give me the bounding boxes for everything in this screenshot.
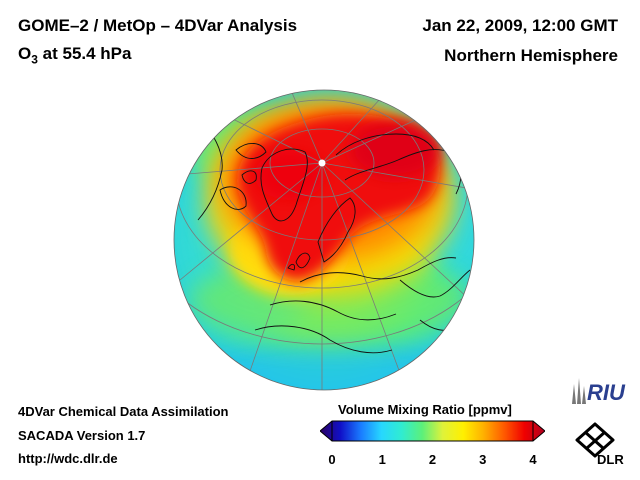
- colorbar-tick-4: 4: [529, 452, 537, 467]
- ozone-field: [174, 90, 474, 390]
- colorbar-tick-2: 2: [428, 452, 437, 467]
- riu-logo-text: RIU: [587, 380, 626, 405]
- map-subtitle: O3 at 55.4 hPa: [18, 44, 131, 66]
- dlr-logo-icon: DLR: [575, 422, 624, 466]
- pressure-level-label: at 55.4 hPa: [37, 44, 132, 63]
- species-subscript: 3: [31, 52, 38, 67]
- north-pole-marker: [318, 159, 326, 167]
- dlr-logo-text: DLR: [597, 452, 624, 466]
- map-title: GOME–2 / MetOp – 4DVar Analysis: [18, 16, 298, 35]
- riu-logo-icon: RIU: [572, 378, 626, 405]
- species-label: O: [18, 44, 32, 63]
- footer-line-2: SACADA Version 1.7: [18, 428, 146, 443]
- colorbar-tick-1: 1: [378, 452, 386, 467]
- colorbar-tick-0: 0: [328, 452, 336, 467]
- colorbar-tick-3: 3: [479, 452, 487, 467]
- colorbar: [320, 420, 545, 442]
- footer-line-1: 4DVar Chemical Data Assimilation: [18, 404, 229, 419]
- footer-url: http://wdc.dlr.de: [18, 451, 118, 466]
- hemisphere-label: Northern Hemisphere: [444, 46, 618, 65]
- date-label: Jan 22, 2009, 12:00 GMT: [422, 16, 618, 35]
- colorbar-title: Volume Mixing Ratio [ppmv]: [338, 402, 512, 417]
